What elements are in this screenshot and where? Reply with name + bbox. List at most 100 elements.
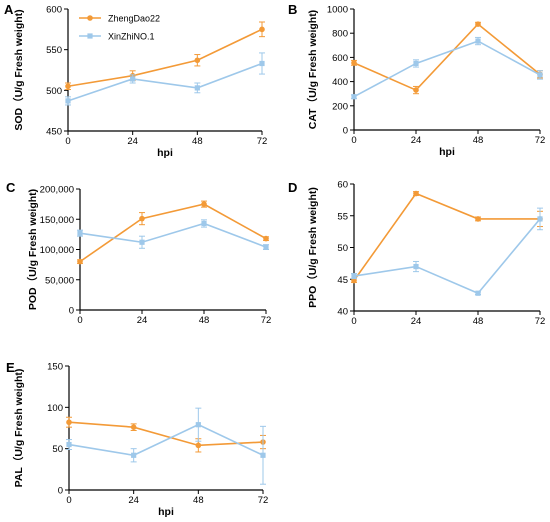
y-axis-label: PAL（U/g Fresh weight) — [12, 369, 25, 488]
series-line-xinzhino-1 — [67, 62, 263, 102]
panel-letter: A — [4, 2, 14, 17]
y-axis-label: POD（U/g Fresh weight) — [26, 189, 39, 310]
panel-letter: B — [288, 2, 297, 17]
series-line-zhengdao22 — [353, 23, 541, 92]
y-tick-label: 800 — [332, 29, 348, 40]
y-tick-label: 0 — [343, 126, 348, 137]
y-tick-label: 600 — [332, 53, 348, 64]
legend-label-xinzhino-1: XinZhiNO.1 — [108, 32, 155, 42]
y-tick-label: 500 — [46, 86, 62, 97]
data-point-zhengdao22 — [413, 87, 419, 93]
data-point-xinzhino-1 — [66, 441, 72, 448]
chart-panel-e: E 0 50 100 150 0 24 48 72 hpi PAL（U/g Fresh weight… — [6, 360, 268, 518]
data-point-xinzhino-1 — [537, 216, 543, 222]
x-axis-label: hpi — [157, 147, 173, 159]
x-tick-label: 24 — [411, 135, 422, 146]
series-line-zhengdao22 — [353, 192, 540, 281]
x-tick-label: 0 — [351, 135, 356, 146]
data-point-xinzhino-1 — [475, 290, 481, 296]
y-tick-label: 0 — [58, 486, 63, 497]
panel-letter: D — [288, 180, 297, 195]
data-point-zhengdao22 — [194, 57, 201, 64]
data-point-xinzhino-1 — [260, 452, 266, 458]
series-line-xinzhino-1 — [79, 222, 267, 248]
data-point-xinzhino-1 — [139, 239, 145, 245]
data-point-xinzhino-1 — [130, 76, 136, 82]
data-point-zhengdao22 — [139, 215, 145, 222]
legend: ZhengDao22 XinZhiNO.1 — [79, 14, 160, 42]
data-point-zhengdao22 — [130, 424, 137, 430]
x-tick-label: 24 — [137, 315, 148, 326]
data-point-xinzhino-1 — [201, 220, 207, 227]
series-line-zhengdao22 — [79, 203, 267, 263]
y-tick-label: 100 — [47, 403, 63, 414]
x-tick-label: 48 — [473, 316, 484, 327]
x-tick-label: 24 — [128, 495, 139, 506]
data-point-zhengdao22 — [77, 258, 83, 265]
y-tick-label: 200 — [332, 101, 348, 112]
x-tick-label: 72 — [258, 495, 269, 506]
series-line-xinzhino-1 — [353, 218, 541, 295]
data-point-xinzhino-1 — [351, 273, 357, 279]
series-line-xinzhino-1 — [353, 40, 541, 98]
x-tick-label: 0 — [65, 136, 70, 147]
data-point-zhengdao22 — [201, 201, 207, 207]
chart-panel-c: C 0 50,000 100,000 150,000 200,000 0 24 48 72 POD（… — [6, 180, 271, 326]
data-point-xinzhino-1 — [475, 38, 481, 44]
panel-letter: E — [6, 360, 15, 375]
data-point-zhengdao22 — [413, 190, 419, 197]
data-point-zhengdao22 — [195, 442, 202, 449]
data-point-xinzhino-1 — [131, 452, 137, 458]
data-point-zhengdao22 — [475, 216, 481, 222]
x-axis-label: hpi — [439, 146, 455, 158]
data-point-xinzhino-1 — [413, 263, 419, 270]
data-point-xinzhino-1 — [537, 72, 543, 78]
legend-marker-xinzhino-1 — [87, 33, 93, 39]
x-tick-label: 72 — [257, 136, 268, 147]
chart-panel-d: D 40 45 50 55 60 0 24 48 72 PPO（U/g Fresh weight) — [288, 180, 545, 328]
x-tick-label: 48 — [199, 315, 210, 326]
x-tick-label: 72 — [261, 315, 272, 326]
x-tick-label: 72 — [535, 316, 546, 327]
x-tick-label: 0 — [77, 315, 82, 326]
y-tick-label: 150,000 — [40, 215, 74, 226]
x-tick-label: 24 — [127, 136, 138, 147]
data-point-xinzhino-1 — [65, 98, 71, 104]
y-tick-label: 100,000 — [40, 245, 74, 256]
y-tick-label: 50,000 — [45, 275, 74, 286]
chart-panel-a: A 450 500 550 600 0 24 48 72 hpi SOD（U/g Fresh wei… — [4, 2, 267, 159]
y-tick-label: 0 — [69, 306, 74, 317]
x-tick-label: 0 — [66, 495, 71, 506]
data-point-zhengdao22 — [259, 26, 265, 33]
legend-marker-zhengdao22 — [87, 15, 93, 21]
data-point-xinzhino-1 — [77, 230, 83, 236]
data-point-zhengdao22 — [475, 21, 481, 27]
x-tick-label: 48 — [473, 135, 484, 146]
y-tick-label: 50 — [337, 243, 348, 254]
x-tick-label: 48 — [192, 136, 203, 147]
x-axis-label: hpi — [158, 506, 174, 518]
data-point-zhengdao22 — [263, 235, 269, 242]
y-tick-label: 450 — [46, 127, 62, 138]
data-point-xinzhino-1 — [263, 244, 269, 250]
y-tick-label: 150 — [47, 362, 63, 373]
data-point-xinzhino-1 — [194, 85, 200, 91]
y-tick-label: 600 — [46, 5, 62, 16]
chart-panel-b: B 0 200 400 600 800 1000 0 24 48 72 hpi CAT（U/g Fres… — [288, 2, 545, 158]
y-axis-label: SOD（U/g Fresh weight) — [12, 9, 25, 130]
x-tick-label: 24 — [411, 316, 422, 327]
data-point-zhengdao22 — [351, 277, 357, 284]
x-tick-label: 72 — [535, 135, 546, 146]
data-point-xinzhino-1 — [413, 60, 419, 67]
series-line-zhengdao22 — [68, 421, 264, 447]
data-point-zhengdao22 — [351, 60, 357, 66]
series-line-xinzhino-1 — [68, 423, 264, 457]
panel-letter: C — [6, 180, 16, 195]
y-axis-label: CAT（U/g Fresh weight) — [306, 10, 319, 129]
x-tick-label: 48 — [193, 495, 204, 506]
y-axis-label: PPO（U/g Fresh weight) — [306, 187, 319, 308]
data-point-xinzhino-1 — [259, 60, 265, 67]
series-line-zhengdao22 — [67, 28, 263, 88]
y-tick-label: 550 — [46, 45, 62, 56]
